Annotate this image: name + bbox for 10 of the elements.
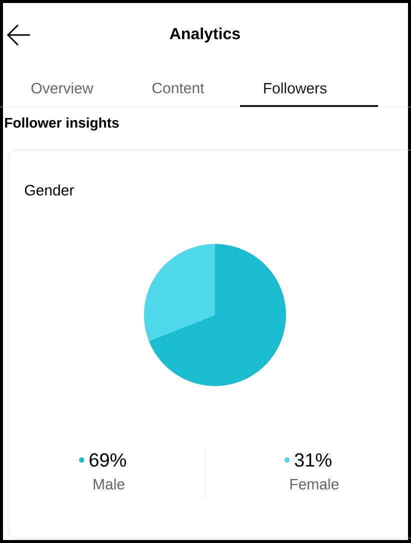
legend-label: Male bbox=[94, 478, 124, 490]
text: Analytics bbox=[170, 28, 240, 42]
text: Content bbox=[152, 82, 204, 94]
text: Overview bbox=[31, 82, 94, 94]
chart-title: Gender bbox=[24, 184, 74, 196]
text: Followers bbox=[264, 82, 327, 94]
data-label: 31% bbox=[294, 453, 332, 467]
legend-label: Female bbox=[290, 478, 339, 490]
text: Follower insights bbox=[5, 117, 119, 131]
data-label: 69% bbox=[90, 453, 126, 467]
